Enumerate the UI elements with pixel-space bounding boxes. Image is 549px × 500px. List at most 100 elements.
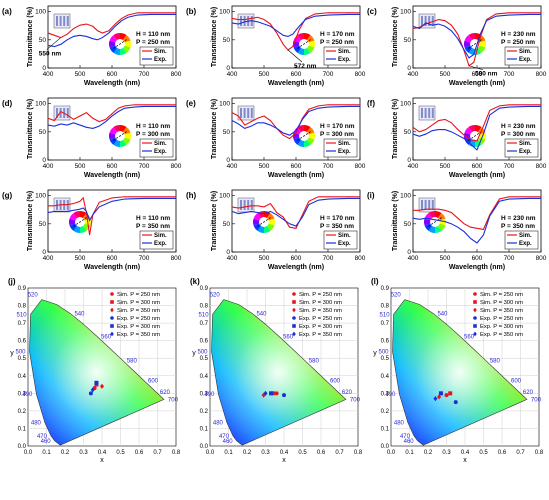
x-axis-label: x (282, 457, 286, 464)
x-tick-label: 800 (171, 255, 182, 262)
x-tick-label: 400 (43, 71, 54, 78)
y-tick-label: 0 (42, 157, 46, 164)
wavelength-label: 470 (219, 434, 230, 440)
x-tick-label: 0.2 (243, 450, 252, 456)
x-tick-label: 0.6 (498, 450, 507, 456)
x-axis-label: Wavelength (nm) (84, 80, 140, 87)
x-tick-label: 0.7 (335, 450, 344, 456)
legend-sim-label: Sim. (154, 233, 167, 239)
legend-exp-label: Exp. (519, 241, 532, 247)
param-p-label: P = 350 nm (320, 223, 354, 230)
cie-gamut-whitepoint (29, 299, 164, 446)
x-axis-label: Wavelength (nm) (84, 264, 140, 271)
data-point (448, 391, 453, 396)
structure-pillar (59, 16, 62, 26)
structure-pillar (66, 16, 69, 26)
panel-label: (j) (8, 277, 16, 286)
wavelength-label: 580 (127, 359, 138, 365)
wavelength-label: 700 (350, 397, 361, 403)
param-h-label: H = 110 nm (136, 123, 170, 130)
y-tick-label: 0.9 (18, 286, 27, 292)
y-tick-label: 0.2 (200, 409, 209, 415)
x-tick-label: 0.5 (298, 450, 307, 456)
x-tick-label: 800 (355, 163, 366, 170)
param-h-label: H = 170 nm (320, 123, 355, 130)
wavelength-label: 510 (199, 312, 210, 318)
data-point (94, 380, 99, 385)
structure-pillar (421, 16, 423, 26)
legend-sim-label: Sim. (154, 141, 167, 147)
wavelength-label: 540 (437, 312, 448, 318)
legend-marker (473, 307, 477, 313)
y-tick-label: 0 (407, 65, 411, 72)
panel-label: (h) (186, 191, 197, 200)
y-tick-label: 0.7 (200, 321, 209, 327)
sim-line (412, 104, 541, 142)
y-axis-label: y (192, 350, 196, 357)
wavelength-label: 460 (404, 439, 415, 445)
sim-line (231, 104, 360, 140)
structure-pillar (240, 200, 242, 210)
y-tick-label: 0 (42, 249, 46, 256)
exp-line (412, 105, 541, 151)
legend-sim-label: Sim. (519, 233, 532, 239)
param-h-label: H = 230 nm (501, 215, 536, 222)
x-tick-label: 0.4 (280, 450, 289, 456)
legend-label: Sim. P = 350 nm (299, 308, 342, 314)
y-axis-label: Transmittance (%) (211, 191, 218, 251)
x-tick-label: 700 (323, 163, 334, 170)
legend-marker (110, 324, 114, 328)
peak-annotation: 550 nm (39, 51, 62, 58)
color-wheel-marker (428, 217, 442, 227)
panel-label: (l) (371, 277, 379, 286)
sim-line (47, 12, 176, 39)
y-axis-label: y (10, 350, 14, 357)
param-h-label: H = 230 nm (501, 123, 536, 130)
wavelength-label: 560 (464, 334, 475, 340)
data-point (269, 391, 274, 396)
y-tick-label: 0.0 (18, 444, 27, 450)
color-wheel-segment (69, 218, 80, 226)
y-tick-label: 0.7 (381, 321, 390, 327)
cie-gamut-outline (29, 299, 165, 446)
x-tick-label: 0.2 (61, 450, 70, 456)
x-tick-label: 0.0 (24, 450, 33, 456)
legend-label: Exp. P = 300 nm (299, 324, 342, 330)
spectra-panel-f: 400 500 600 700 800 0 50 100 Wavelength (nm) Tran… (367, 97, 547, 179)
color-wheel-marker (113, 39, 127, 49)
y-tick-label: 100 (219, 101, 230, 108)
y-tick-label: 100 (400, 101, 411, 108)
x-axis-label: Wavelength (nm) (449, 172, 505, 179)
structure-pillar (243, 16, 246, 26)
legend-marker (473, 324, 477, 328)
wavelength-label: 600 (148, 379, 159, 385)
y-axis-label: Transmittance (%) (211, 7, 218, 67)
x-tick-label: 0.4 (98, 450, 107, 456)
color-wheel-segment (475, 40, 486, 48)
color-wheel-segment (109, 40, 120, 48)
param-h-label: H = 110 nm (136, 31, 170, 38)
wavelength-label: 560 (283, 334, 294, 340)
cie-gamut-whitepoint (211, 299, 346, 446)
x-tick-label: 800 (171, 163, 182, 170)
y-tick-label: 50 (39, 37, 47, 44)
legend-marker (292, 300, 296, 304)
x-tick-label: 400 (408, 163, 419, 170)
y-tick-label: 0 (407, 249, 411, 256)
x-tick-label: 500 (259, 255, 270, 262)
exp-line (47, 105, 176, 130)
color-wheel-marker (113, 131, 127, 141)
data-point (433, 396, 438, 402)
param-p-label: P = 350 nm (501, 223, 535, 230)
x-tick-label: 600 (291, 255, 302, 262)
data-point (261, 392, 266, 398)
panel-label: (a) (2, 7, 12, 16)
structure-pillar (431, 108, 434, 118)
y-axis-label: Transmittance (%) (392, 7, 399, 67)
y-tick-label: 0.4 (200, 374, 209, 380)
x-tick-label: 400 (227, 255, 238, 262)
wavelength-label: 620 (523, 390, 534, 396)
x-tick-label: 0.0 (387, 450, 396, 456)
